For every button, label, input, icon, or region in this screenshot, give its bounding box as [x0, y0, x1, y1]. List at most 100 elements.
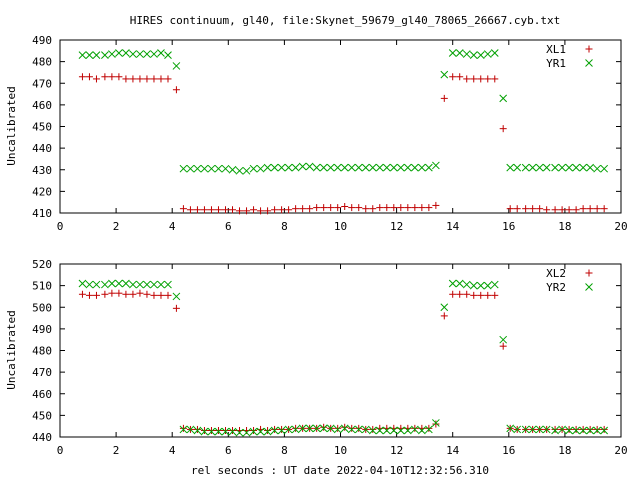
data-point-yr1	[565, 163, 573, 172]
data-point-yr1	[78, 51, 87, 59]
data-point-yr1	[476, 51, 485, 59]
data-point-yr1	[551, 163, 559, 172]
y-tick-label: 410	[32, 207, 52, 220]
x-tick-label: 18	[558, 220, 571, 233]
data-point-yr2	[368, 426, 377, 435]
data-point-xl1	[186, 206, 194, 214]
data-point-yr2	[312, 424, 321, 433]
data-point-xl1	[470, 75, 478, 83]
data-point-yr2	[143, 280, 151, 289]
data-point-yr1	[129, 50, 137, 58]
data-point-yr1	[207, 164, 216, 173]
data-point-yr2	[207, 427, 216, 436]
data-point-yr2	[326, 424, 335, 433]
data-point-yr1	[600, 164, 609, 173]
data-point-yr2	[542, 425, 551, 434]
chart-title: HIRES continuum, gl40, file:Skynet_59679…	[130, 14, 560, 27]
data-point-xl1	[499, 125, 507, 133]
data-point-xl2	[341, 423, 349, 431]
y-axis-label-top: Uncalibrated	[5, 86, 18, 165]
data-point-yr2	[256, 427, 265, 436]
data-point-yr2	[164, 280, 172, 289]
data-point-yr1	[172, 62, 181, 70]
data-point-yr2	[284, 425, 293, 434]
data-point-yr2	[396, 426, 405, 435]
data-point-xl2	[143, 290, 151, 298]
data-point-yr1	[228, 165, 237, 174]
data-point-yr2	[535, 425, 544, 434]
legend-marker-xl1	[585, 45, 593, 53]
data-point-yr2	[92, 280, 101, 289]
data-point-xl2	[449, 290, 457, 298]
data-point-xl1	[593, 205, 601, 213]
data-point-yr1	[270, 163, 279, 172]
data-point-xl2	[440, 312, 448, 320]
data-point-yr1	[305, 162, 314, 171]
data-point-xl1	[150, 75, 158, 83]
x-tick-label: 20	[614, 444, 627, 457]
data-point-xl2	[172, 304, 180, 312]
data-point-yr1	[579, 163, 587, 172]
plot-frame-top	[59, 39, 622, 214]
data-point-yr2	[572, 426, 580, 435]
data-point-yr1	[490, 49, 499, 57]
data-point-xl1	[157, 75, 165, 83]
x-tick-label: 12	[390, 220, 403, 233]
data-point-yr1	[506, 163, 515, 172]
data-point-xl1	[579, 205, 587, 213]
data-point-xl1	[506, 205, 514, 213]
data-point-xl2	[108, 289, 116, 297]
data-point-yr1	[396, 163, 405, 172]
data-point-xl2	[491, 291, 499, 299]
data-point-yr2	[440, 303, 449, 312]
y-tick-label: 490	[32, 34, 52, 47]
data-point-yr1	[235, 166, 244, 175]
data-point-xl1	[320, 204, 328, 212]
data-point-xl1	[369, 205, 377, 213]
data-point-yr1	[214, 164, 223, 173]
data-point-yr2	[565, 426, 573, 435]
data-point-xl1	[463, 75, 471, 83]
x-tick-label: 14	[446, 220, 460, 233]
data-point-xl1	[85, 73, 93, 81]
legend-marker-xl2	[585, 269, 593, 277]
data-point-xl1	[440, 94, 448, 102]
data-point-xl2	[200, 427, 208, 435]
x-tick-label: 18	[558, 444, 571, 457]
data-points-bottom	[78, 279, 609, 437]
data-point-yr1	[85, 51, 94, 59]
y-tick-label: 460	[32, 99, 52, 112]
y-tick-label: 480	[32, 56, 52, 69]
data-point-xl1	[179, 205, 187, 213]
data-point-yr2	[200, 427, 209, 436]
data-point-xl1	[522, 205, 530, 213]
data-point-yr1	[277, 163, 286, 172]
data-point-yr2	[101, 280, 109, 289]
data-point-xl2	[579, 425, 587, 433]
data-point-xl1	[243, 207, 251, 215]
data-point-yr2	[333, 425, 342, 434]
data-point-yr2	[136, 280, 144, 289]
data-point-yr1	[193, 164, 202, 173]
data-point-xl1	[491, 75, 499, 83]
data-point-xl1	[278, 206, 286, 214]
data-point-yr1	[242, 166, 251, 175]
data-point-xl2	[129, 290, 137, 298]
x-tick-label: 10	[334, 220, 347, 233]
data-point-yr1	[298, 162, 307, 171]
y-tick-label: 450	[32, 121, 52, 134]
data-point-yr2	[382, 426, 391, 435]
data-point-xl2	[136, 289, 144, 297]
data-point-yr2	[172, 292, 181, 301]
legend-label-yr2: YR2	[546, 281, 566, 294]
data-point-yr1	[483, 50, 492, 58]
data-point-yr2	[448, 279, 457, 288]
data-point-yr2	[521, 425, 530, 434]
x-tick-label: 12	[390, 444, 403, 457]
y-tick-label: 520	[32, 258, 52, 271]
y-tick-label: 470	[32, 366, 52, 379]
data-point-xl1	[565, 206, 573, 214]
data-point-xl1	[229, 206, 237, 214]
data-point-yr2	[221, 427, 230, 436]
panel-bottom: 0 2 4 6 8 10 12 14 16 18 20 440 450 460 470 480 490 500 51…	[5, 258, 628, 477]
